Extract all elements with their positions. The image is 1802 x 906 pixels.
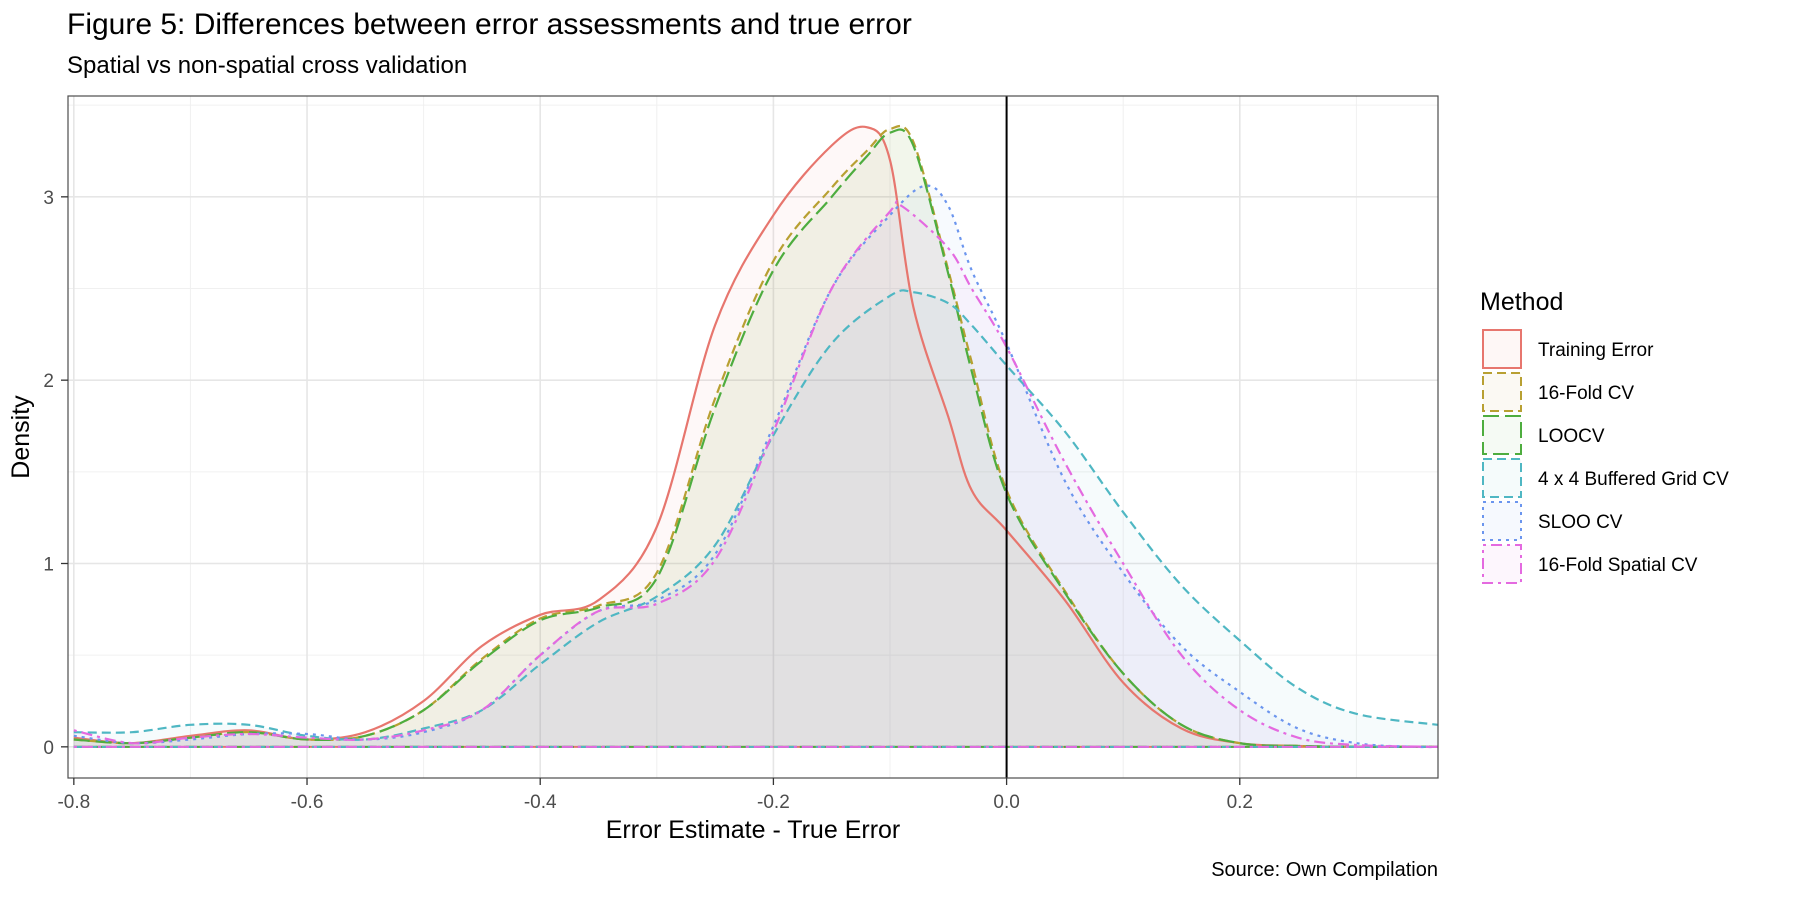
x-tick-label: -0.2 [757, 792, 790, 813]
density-area-1 [73, 125, 1439, 747]
density-lines [73, 124, 1439, 749]
legend-label-0: Training Error [1538, 340, 1654, 361]
legend-key-5 [1482, 544, 1522, 584]
plot-border [67, 95, 1439, 779]
density-area-5 [73, 201, 1439, 747]
legend-label-2: LOOCV [1538, 426, 1605, 447]
y-tick-label: 3 [43, 188, 54, 209]
y-axis-ticks: 0 1 2 3 [43, 188, 68, 759]
plot-panel [68, 96, 1438, 778]
density-line-5 [73, 200, 1439, 748]
density-areas [73, 125, 1439, 748]
legend-label-1: 16-Fold CV [1538, 383, 1634, 404]
legend-key-1 [1482, 372, 1522, 412]
legend-label-5: 16-Fold Spatial CV [1538, 555, 1698, 576]
density-line-2 [73, 128, 1439, 749]
density-area-3 [73, 290, 1439, 747]
legend-key-4 [1482, 501, 1522, 541]
chart-title: Figure 5: Differences between error asse… [67, 8, 912, 41]
legend-key-3 [1482, 458, 1522, 498]
density-line-4 [73, 184, 1439, 749]
x-axis-ticks: -0.8 -0.6 -0.4 -0.2 0.0 0.2 [57, 778, 1253, 813]
legend-title: Method [1480, 288, 1563, 316]
density-line-3 [73, 289, 1439, 741]
legend-label-3: 4 x 4 Buffered Grid CV [1538, 469, 1729, 490]
x-axis-title: Error Estimate - True Error [606, 816, 901, 844]
x-tick-label: 0.2 [1227, 792, 1253, 813]
density-area-2 [73, 129, 1439, 747]
density-line-0 [73, 125, 1439, 749]
legend-key-0 [1482, 329, 1522, 369]
x-tick-label: -0.4 [524, 792, 557, 813]
legend-label-4: SLOO CV [1538, 512, 1623, 533]
y-tick-label: 0 [43, 738, 54, 759]
chart-subtitle: Spatial vs non-spatial cross validation [67, 52, 467, 79]
x-tick-label: 0.0 [993, 792, 1019, 813]
y-axis-title: Density [7, 395, 35, 479]
y-tick-label: 2 [43, 371, 54, 392]
y-tick-label: 1 [43, 555, 54, 576]
density-area-0 [73, 126, 1439, 747]
x-tick-label: -0.8 [57, 792, 90, 813]
density-area-4 [73, 185, 1439, 748]
legend-key-2 [1482, 415, 1522, 455]
chart-caption: Source: Own Compilation [1211, 859, 1438, 881]
x-tick-label: -0.6 [291, 792, 324, 813]
legend: Training Error 16-Fold CV LOOCV 4 x 4 Buffe… [1482, 329, 1729, 584]
